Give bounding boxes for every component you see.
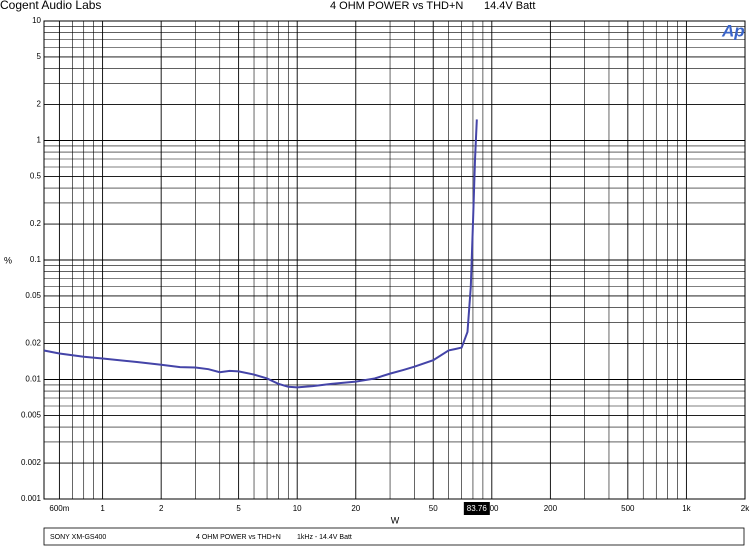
- footer-box: [43, 527, 745, 546]
- cursor-box: [463, 502, 490, 515]
- y-tick-label: 0.005: [21, 411, 42, 420]
- x-tick-label: 1k: [682, 504, 691, 513]
- logo: Ap: [721, 21, 745, 40]
- y-tick-label: 0.05: [25, 291, 41, 300]
- y-tick-label: 1: [37, 136, 42, 145]
- y-tick-label: 0.2: [30, 219, 42, 228]
- y-tick-label: 0.02: [25, 339, 41, 348]
- footer-text: SONY XM-GS400: [50, 534, 106, 541]
- x-tick-label: 600m: [49, 504, 69, 513]
- x-tick-label: 500: [621, 504, 635, 513]
- x-tick-label: 5: [236, 504, 241, 513]
- y-axis-label: %: [4, 255, 12, 265]
- y-tick-label: 10: [32, 16, 41, 25]
- x-tick-label: 200: [544, 504, 558, 513]
- y-tick-label: 0.1: [30, 255, 42, 264]
- x-tick-label: 2: [159, 504, 164, 513]
- chart-subtitle: 14.4V Batt: [484, 0, 535, 12]
- y-tick-label: 5: [37, 52, 42, 61]
- x-tick-label: 2k: [741, 504, 750, 513]
- x-tick-label: 10: [293, 504, 302, 513]
- y-tick-label: 2: [37, 100, 42, 109]
- x-axis-label: W: [391, 515, 400, 525]
- x-tick-label: 50: [429, 504, 438, 513]
- footer-text: 4 OHM POWER vs THD+N: [196, 534, 281, 541]
- y-tick-label: 0.5: [30, 172, 42, 181]
- data-line: [43, 119, 478, 389]
- x-tick-label: 1: [100, 504, 105, 513]
- y-tick-label: 0.001: [21, 494, 42, 503]
- cursor-label: 83.76: [467, 504, 488, 513]
- x-tick-label: 20: [351, 504, 360, 513]
- header-left: Cogent Audio Labs: [0, 0, 101, 12]
- chart-title: 4 OHM POWER vs THD+N: [330, 0, 463, 12]
- x-tick-label: 100: [485, 504, 499, 513]
- y-tick-label: 0.002: [21, 458, 42, 467]
- footer-text: 1kHz - 14.4V Batt: [297, 534, 352, 541]
- y-tick-label: 0.01: [25, 375, 41, 384]
